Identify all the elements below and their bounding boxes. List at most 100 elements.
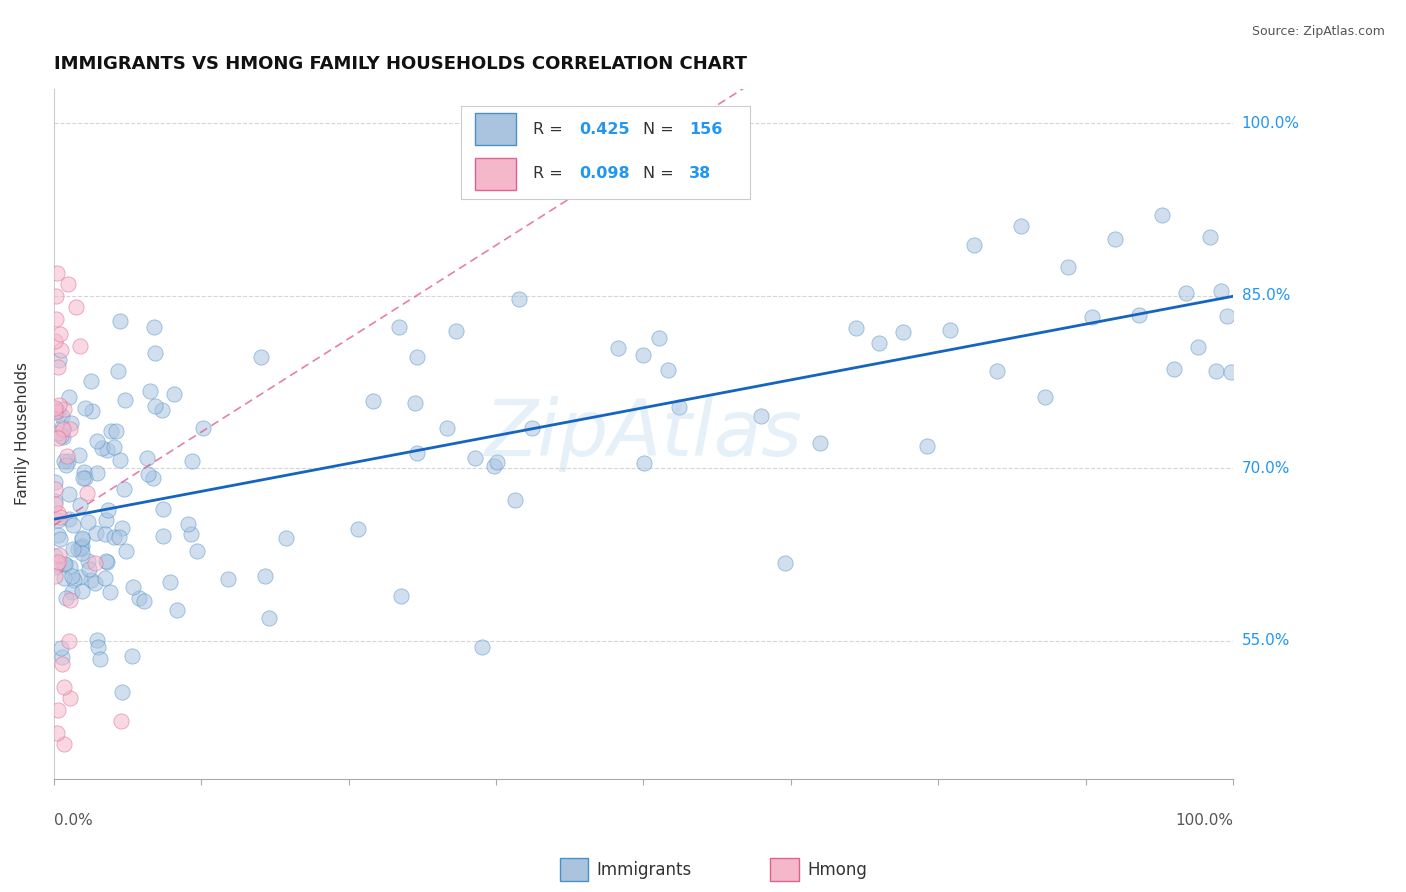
Point <box>86 466 108 480</box>
Point <box>668 400 690 414</box>
Point <box>76 485 98 500</box>
Point <box>46 555 69 569</box>
Point <box>633 348 655 362</box>
Text: Hmong: Hmong <box>807 861 868 879</box>
Point <box>70 532 93 546</box>
Point <box>56 277 79 291</box>
Point <box>868 335 890 350</box>
Point <box>94 513 117 527</box>
Point <box>52 402 75 417</box>
Point <box>44 475 66 489</box>
Point <box>89 652 111 666</box>
Point <box>121 648 143 663</box>
Point <box>186 544 208 558</box>
Point <box>46 404 69 418</box>
Text: 100.0%: 100.0% <box>1175 814 1233 828</box>
Text: 55.0%: 55.0% <box>1241 633 1289 648</box>
Point <box>100 585 122 599</box>
Point <box>46 266 69 280</box>
Point <box>58 512 80 526</box>
Point <box>1211 284 1233 298</box>
Point <box>1198 230 1220 244</box>
Point <box>46 528 69 542</box>
Point <box>845 321 868 335</box>
Point <box>70 541 93 556</box>
Point <box>159 574 181 589</box>
Point <box>152 502 174 516</box>
Point <box>163 387 186 401</box>
Point <box>145 345 167 359</box>
Point <box>86 434 108 448</box>
Text: 0.0%: 0.0% <box>53 814 93 828</box>
Point <box>143 400 166 414</box>
Point <box>44 334 66 348</box>
Point <box>70 546 93 560</box>
Text: Source: ZipAtlas.com: Source: ZipAtlas.com <box>1251 25 1385 38</box>
Point <box>51 640 73 655</box>
Point <box>108 314 131 328</box>
Point <box>363 394 385 409</box>
Point <box>1152 208 1174 222</box>
Point <box>963 237 986 252</box>
Point <box>53 571 76 585</box>
Text: 85.0%: 85.0% <box>1241 288 1289 303</box>
Point <box>486 454 509 468</box>
Point <box>62 573 84 587</box>
Point <box>134 594 156 608</box>
Point <box>90 441 112 455</box>
Point <box>405 350 427 364</box>
Point <box>46 360 69 375</box>
Point <box>70 539 93 553</box>
Point <box>150 403 173 417</box>
Point <box>110 714 132 728</box>
Point <box>191 420 214 434</box>
Point <box>51 650 73 665</box>
Point <box>45 288 67 302</box>
Text: ZipAtlas: ZipAtlas <box>485 395 803 472</box>
Point <box>44 483 66 497</box>
Point <box>77 554 100 568</box>
Point <box>96 443 118 458</box>
Point <box>69 570 91 584</box>
Point <box>250 350 273 364</box>
Point <box>1219 365 1241 379</box>
Point <box>105 424 128 438</box>
Point <box>1128 308 1150 322</box>
Text: 100.0%: 100.0% <box>1241 116 1299 130</box>
Point <box>58 390 80 404</box>
Point <box>59 422 82 436</box>
Point <box>939 323 962 337</box>
Point <box>77 561 100 575</box>
Point <box>72 470 94 484</box>
Text: 70.0%: 70.0% <box>1241 460 1289 475</box>
Point <box>46 431 69 445</box>
Point <box>891 326 914 340</box>
Point <box>49 343 72 357</box>
Point <box>915 439 938 453</box>
Point <box>48 352 70 367</box>
Point <box>53 737 76 751</box>
Point <box>389 590 412 604</box>
Point <box>60 569 83 583</box>
Point <box>51 429 73 443</box>
Point <box>108 452 131 467</box>
Point <box>405 446 427 460</box>
Point <box>1216 310 1239 324</box>
Point <box>48 510 70 524</box>
Point <box>86 633 108 648</box>
Point <box>46 725 69 739</box>
Point <box>51 420 73 434</box>
Point <box>58 487 80 501</box>
Point <box>58 633 80 648</box>
Point <box>1163 361 1185 376</box>
Point <box>77 515 100 529</box>
Point <box>55 458 77 472</box>
Point <box>48 326 70 341</box>
Point <box>67 448 90 462</box>
Point <box>180 454 202 468</box>
Point <box>52 422 75 436</box>
Point <box>55 591 77 605</box>
Point <box>82 403 104 417</box>
Point <box>464 451 486 466</box>
Point <box>166 603 188 617</box>
